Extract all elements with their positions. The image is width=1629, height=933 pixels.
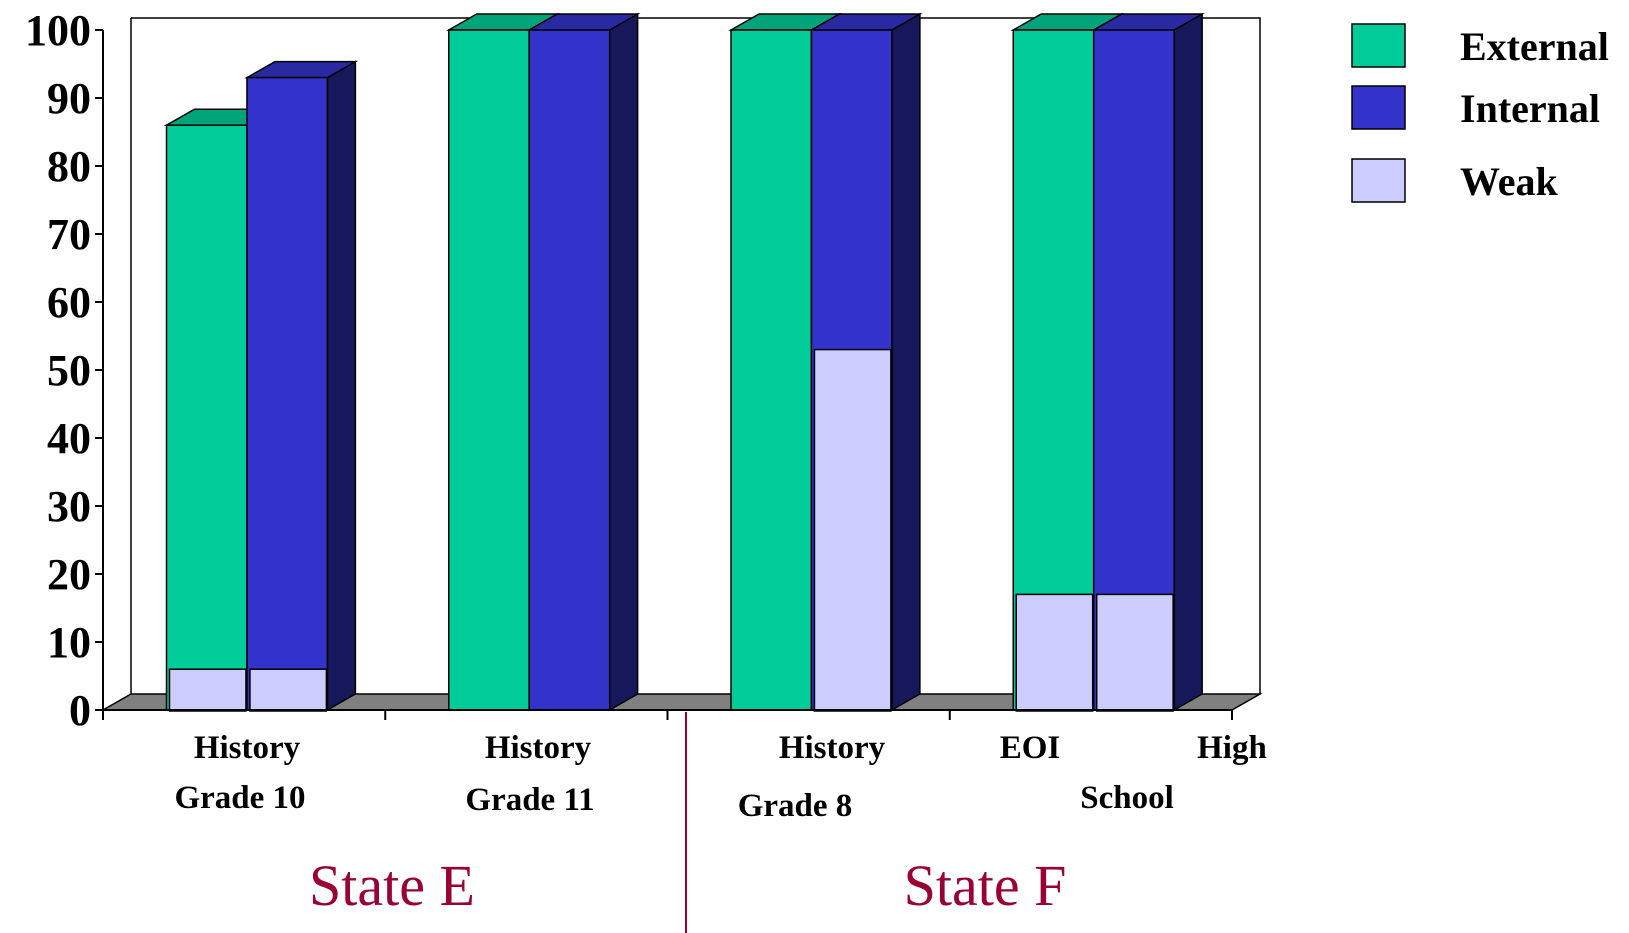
y-tick-label: 50 bbox=[47, 346, 91, 395]
category-label: EOI bbox=[1000, 730, 1061, 766]
legend-swatch-weak bbox=[1351, 158, 1406, 203]
category-label: Grade 8 bbox=[738, 788, 853, 824]
y-tick-label: 70 bbox=[47, 210, 91, 259]
legend-swatch-internal bbox=[1351, 85, 1406, 130]
y-tick-label: 0 bbox=[69, 686, 91, 735]
y-tick-label: 30 bbox=[47, 482, 91, 531]
bar-weak-internal-3 bbox=[1095, 593, 1174, 712]
category-label: School bbox=[1080, 780, 1174, 816]
bar-external-2-front bbox=[730, 29, 813, 711]
legend-label-external: External bbox=[1460, 24, 1609, 69]
y-tick-label: 60 bbox=[47, 278, 91, 327]
category-label: History bbox=[194, 730, 301, 766]
y-tick-label: 40 bbox=[47, 414, 91, 463]
legend: External Internal Weak bbox=[1351, 23, 1609, 204]
bar-external-1-front bbox=[448, 29, 530, 711]
bar-internal-2-side bbox=[891, 12, 921, 712]
group-label: State E bbox=[309, 853, 475, 918]
y-tick-label: 100 bbox=[25, 6, 91, 55]
legend-swatch-external bbox=[1351, 23, 1406, 68]
bar-internal-0-front bbox=[246, 76, 329, 711]
bar-internal-1 bbox=[526, 12, 641, 712]
bar-internal-1-front bbox=[528, 29, 611, 711]
bar-internal-0-side bbox=[326, 60, 357, 712]
y-tick-label: 20 bbox=[47, 550, 91, 599]
bar-weak-external-0 bbox=[168, 668, 247, 712]
category-labels: History Grade 10 History Grade 11 History Gra… bbox=[174, 730, 1266, 824]
y-axis: 0 10 20 30 40 50 60 70 80 90 100 bbox=[25, 6, 1233, 735]
group-label: State F bbox=[904, 853, 1067, 918]
bar-weak-internal-2 bbox=[813, 348, 892, 712]
y-tick-label: 10 bbox=[47, 618, 91, 667]
bar-weak-external-3 bbox=[1015, 593, 1094, 712]
chart-bars bbox=[163, 12, 1205, 712]
group-labels: State E State F bbox=[309, 712, 1066, 933]
category-label: History bbox=[485, 730, 592, 766]
category-label: High bbox=[1197, 730, 1267, 766]
legend-label-internal: Internal bbox=[1460, 86, 1600, 131]
bar-external-0-front bbox=[165, 124, 248, 711]
legend-label-weak: Weak bbox=[1460, 159, 1559, 204]
bar-internal-3-side bbox=[1173, 12, 1203, 712]
bar-internal-1-side bbox=[608, 12, 639, 712]
category-label: Grade 11 bbox=[465, 782, 594, 818]
y-tick-label: 90 bbox=[47, 74, 91, 123]
category-label: Grade 10 bbox=[174, 780, 305, 816]
category-label: History bbox=[779, 730, 886, 766]
y-tick-label: 80 bbox=[47, 142, 91, 191]
bar-internal-0 bbox=[244, 60, 359, 712]
bar-weak-internal-0 bbox=[249, 668, 328, 712]
